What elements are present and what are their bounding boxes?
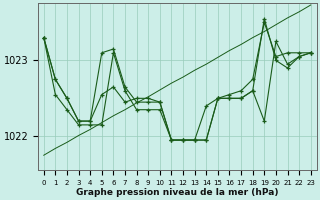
X-axis label: Graphe pression niveau de la mer (hPa): Graphe pression niveau de la mer (hPa) bbox=[76, 188, 278, 197]
